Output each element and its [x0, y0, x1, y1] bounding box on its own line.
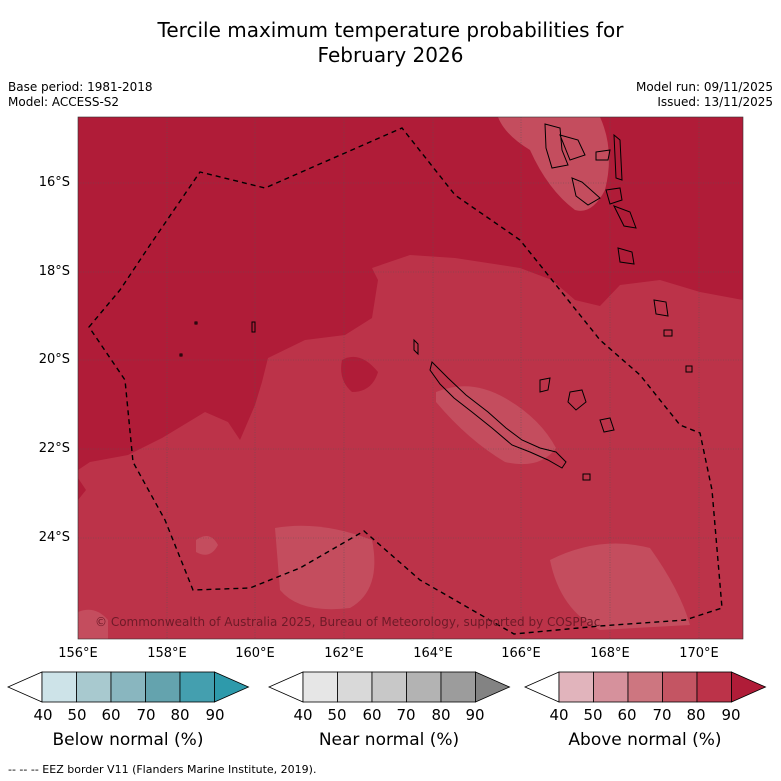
- cb-above-tick: 80: [686, 706, 706, 724]
- lat-label-20s: 20°S: [38, 352, 70, 367]
- above-70-80-region: [78, 255, 743, 639]
- colorbar-segment: [593, 671, 629, 703]
- cb-below-tick: 90: [205, 706, 225, 724]
- issued-text: Issued: 13/11/2025: [657, 95, 773, 109]
- colorbar-segment: [440, 671, 476, 703]
- cb-above-tick: 50: [583, 706, 603, 724]
- colorbar-min-extend: [268, 671, 304, 703]
- colorbar-segment: [406, 671, 442, 703]
- colorbar-max-extend: [731, 671, 767, 703]
- copyright-text: © Commonwealth of Australia 2025, Bureau…: [95, 615, 600, 629]
- lat-label-18s: 18°S: [38, 264, 70, 279]
- lon-label-158e: 158°E: [147, 646, 187, 661]
- colorbar-segment: [662, 671, 698, 703]
- colorbar-segment: [110, 671, 146, 703]
- above-normal-title: Above normal (%): [568, 730, 722, 750]
- cb-below-tick: 70: [136, 706, 156, 724]
- colorbar-segment: [558, 671, 594, 703]
- lon-label-156e: 156°E: [58, 646, 98, 661]
- lon-label-160e: 160°E: [235, 646, 275, 661]
- cb-above-tick: 60: [617, 706, 637, 724]
- colorbar-segment: [696, 671, 732, 703]
- colorbar-segment: [627, 671, 663, 703]
- above-60-70-patch-nc: [436, 386, 556, 465]
- above-60-70-patch-north: [498, 117, 609, 211]
- title-line-2: February 2026: [317, 43, 464, 67]
- cb-below-tick: 50: [67, 706, 87, 724]
- colorbar-segment: [41, 671, 77, 703]
- map-title: Tercile maximum temperature probabilitie…: [0, 18, 781, 68]
- lon-label-166e: 166°E: [501, 646, 541, 661]
- cb-above-tick: 90: [721, 706, 741, 724]
- eez-legend-text: -- -- -- EEZ border V11 (Flanders Marine…: [8, 763, 317, 776]
- lat-label-22s: 22°S: [38, 441, 70, 456]
- cb-near-tick: 60: [362, 706, 382, 724]
- colorbar-near-normal: [268, 671, 511, 703]
- base-period-text: Base period: 1981-2018: [8, 80, 153, 94]
- model-run-text: Model run: 09/11/2025: [635, 80, 773, 94]
- colorbar-segment: [76, 671, 112, 703]
- colorbar-segment: [337, 671, 373, 703]
- cb-below-tick: 60: [101, 706, 121, 724]
- colorbar-segment: [302, 671, 338, 703]
- colorbar-segment: [145, 671, 181, 703]
- cb-near-tick: 70: [396, 706, 416, 724]
- above-60-70-patch-south: [275, 525, 375, 610]
- above-80-90-edge: [78, 478, 86, 500]
- above-80-90-pocket: [341, 356, 378, 392]
- colorbar-min-extend: [524, 671, 560, 703]
- title-line-1: Tercile maximum temperature probabilitie…: [157, 18, 624, 42]
- eez-border: [88, 127, 723, 635]
- cb-near-tick: 40: [293, 706, 313, 724]
- colorbar-above-normal: [524, 671, 767, 703]
- vanuatu-islands: [544, 123, 693, 373]
- lon-label-170e: 170°E: [679, 646, 719, 661]
- colorbar-max-extend: [475, 671, 511, 703]
- cb-above-tick: 70: [652, 706, 672, 724]
- model-text: Model: ACCESS-S2: [8, 95, 120, 109]
- colorbar-segment: [371, 671, 407, 703]
- belep-islands: [413, 338, 419, 356]
- meta-left: Base period: 1981-2018 Model: ACCESS-S2: [8, 80, 153, 110]
- colorbar-max-extend: [214, 671, 250, 703]
- cb-below-tick: 80: [170, 706, 190, 724]
- cb-near-tick: 90: [465, 706, 485, 724]
- below-normal-title: Below normal (%): [52, 730, 204, 750]
- above-60-70-patch-sw: [78, 609, 108, 639]
- lat-label-16s: 16°S: [38, 175, 70, 190]
- colorbar-min-extend: [7, 671, 43, 703]
- above-60-70-patch-se: [550, 543, 690, 630]
- cb-above-tick: 40: [549, 706, 569, 724]
- colorbar-below-normal: [7, 671, 250, 703]
- cb-near-tick: 80: [431, 706, 451, 724]
- meta-right: Model run: 09/11/2025 Issued: 13/11/2025: [636, 80, 773, 110]
- lon-label-168e: 168°E: [590, 646, 630, 661]
- cb-below-tick: 40: [33, 706, 53, 724]
- small-islets: [179, 321, 256, 357]
- gridlines: [78, 117, 743, 639]
- new-caledonia-island: [429, 361, 567, 469]
- lon-label-162e: 162°E: [324, 646, 364, 661]
- near-normal-title: Near normal (%): [318, 730, 460, 750]
- colorbar-segment: [179, 671, 215, 703]
- cb-near-tick: 50: [327, 706, 347, 724]
- lat-label-24s: 24°S: [38, 530, 70, 545]
- loyalty-islands: [539, 377, 615, 481]
- map-frame: [77, 116, 744, 640]
- lon-label-164e: 164°E: [413, 646, 453, 661]
- above-60-70-dot: [196, 536, 218, 555]
